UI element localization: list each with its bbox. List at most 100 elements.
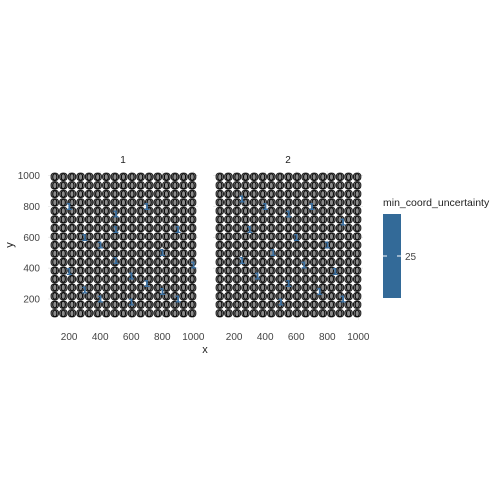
grid-cell xyxy=(93,257,102,267)
grid-cell xyxy=(215,232,224,241)
grid-cell xyxy=(352,232,362,241)
cell-value-label: 0 xyxy=(146,258,152,269)
cell-value-label: 0 xyxy=(302,292,308,303)
cell-value-label: 0 xyxy=(234,249,240,260)
cell-value-label: 0 xyxy=(112,249,118,260)
cell-value-label: 0 xyxy=(354,215,360,226)
cell-value-label: 0 xyxy=(225,292,231,303)
cell-value-label: 0 xyxy=(163,181,169,192)
grid-cell xyxy=(145,206,154,216)
grid-cell xyxy=(232,283,242,292)
grid-cell xyxy=(93,189,102,199)
cell-value-label: 0 xyxy=(180,266,186,277)
grid-cell xyxy=(93,309,102,318)
cell-value-label: 0 xyxy=(294,172,300,183)
grid-cell xyxy=(179,309,188,318)
grid-cell xyxy=(284,198,293,207)
cell-value-label: 0 xyxy=(180,206,186,217)
grid-cell xyxy=(67,172,77,181)
highlighted-cell-label: 1 xyxy=(301,261,308,272)
grid-cell xyxy=(153,232,163,241)
legend-tick-label: 25 xyxy=(405,252,417,263)
cell-value-label: 0 xyxy=(311,258,317,269)
highlighted-cell-label: 1 xyxy=(174,295,181,306)
cell-value-label: 0 xyxy=(311,198,317,209)
cell-value-label: 0 xyxy=(294,275,300,286)
cell-value-label: 0 xyxy=(242,206,248,217)
grid-cell xyxy=(344,215,353,224)
cell-value-label: 0 xyxy=(320,249,326,260)
grid-cell xyxy=(153,172,163,181)
grid-cell xyxy=(327,240,336,250)
grid-cell xyxy=(224,172,233,181)
grid-cell xyxy=(284,283,293,292)
highlighted-cell-label: 1 xyxy=(254,271,261,282)
grid-cell xyxy=(275,266,285,275)
grid-cell xyxy=(102,240,111,250)
cell-value-label: 0 xyxy=(180,232,186,243)
cell-value-label: 0 xyxy=(285,309,291,320)
grid-cell xyxy=(136,181,145,190)
grid-cell xyxy=(292,181,302,190)
grid-cell xyxy=(258,172,267,181)
grid-cell xyxy=(249,223,259,233)
cell-value-label: 0 xyxy=(251,198,257,209)
grid-cell xyxy=(145,172,154,181)
cell-value-label: 0 xyxy=(242,223,248,234)
grid-cell xyxy=(187,232,197,241)
cell-value-label: 0 xyxy=(155,249,161,260)
grid-cell xyxy=(187,274,197,284)
cell-value-label: 0 xyxy=(129,181,135,192)
grid-cell xyxy=(327,215,336,224)
grid-cell xyxy=(93,198,102,207)
highlighted-cell-label: 1 xyxy=(269,248,276,259)
cell-value-label: 0 xyxy=(234,189,240,200)
grid-cell xyxy=(84,223,94,233)
grid-cell xyxy=(179,240,188,250)
cell-value-label: 0 xyxy=(345,181,351,192)
grid-cell xyxy=(301,189,310,199)
cell-value-label: 0 xyxy=(354,223,360,234)
cell-value-label: 0 xyxy=(225,198,231,209)
grid-cell xyxy=(76,300,85,309)
grid-cell xyxy=(76,283,85,292)
grid-cell xyxy=(344,206,353,216)
cell-value-label: 0 xyxy=(77,275,83,286)
highlighted-cell-label: 1 xyxy=(97,241,104,252)
grid-cell xyxy=(59,300,68,309)
facet-strip-label: 1 xyxy=(120,155,126,166)
cell-value-label: 0 xyxy=(234,223,240,234)
cell-value-label: 0 xyxy=(328,172,334,183)
cell-value-label: 0 xyxy=(112,189,118,200)
cell-value-label: 0 xyxy=(225,309,231,320)
grid-cell xyxy=(215,189,224,199)
grid-cell xyxy=(67,292,77,301)
grid-cell xyxy=(110,198,120,207)
grid-cell xyxy=(301,172,310,181)
grid-cell xyxy=(301,249,310,258)
cell-value-label: 0 xyxy=(189,309,195,320)
grid-cell xyxy=(50,181,59,190)
grid-cell xyxy=(275,181,285,190)
cell-value-label: 0 xyxy=(285,249,291,260)
cell-value-label: 0 xyxy=(251,181,257,192)
cell-value-label: 0 xyxy=(189,283,195,294)
cell-value-label: 0 xyxy=(60,283,66,294)
grid-cell xyxy=(292,266,302,275)
grid-cell xyxy=(267,292,276,301)
cell-value-label: 0 xyxy=(52,266,58,277)
cell-value-label: 0 xyxy=(311,181,317,192)
cell-value-label: 0 xyxy=(320,223,326,234)
grid-cell xyxy=(275,206,285,216)
grid-cell xyxy=(59,215,68,224)
cell-value-label: 0 xyxy=(311,241,317,252)
cell-value-label: 0 xyxy=(337,309,343,320)
cell-value-label: 0 xyxy=(60,232,66,243)
cell-value-label: 0 xyxy=(163,241,169,252)
cell-value-label: 0 xyxy=(311,206,317,217)
grid-cell xyxy=(301,292,310,301)
cell-value-label: 0 xyxy=(294,198,300,209)
cell-value-label: 0 xyxy=(95,215,101,226)
grid-cell xyxy=(179,172,188,181)
